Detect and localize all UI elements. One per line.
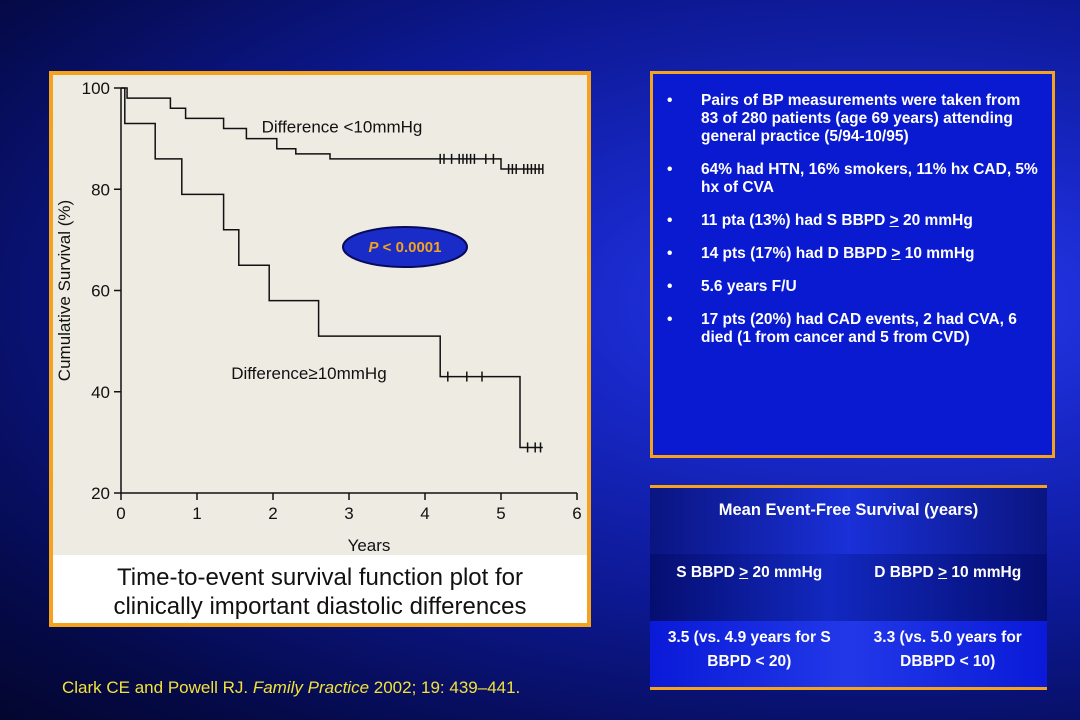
bullet-text: Pairs of BP measurements were taken from…	[701, 92, 1021, 145]
x-tick-label: 0	[116, 504, 125, 523]
x-axis-label: Years	[348, 536, 391, 555]
bullet-text: 5.6 years F/U	[701, 278, 797, 295]
bullet-item: • 17 pts (20%) had CAD events, 2 had CVA,…	[667, 311, 1038, 347]
event-free-survival-table: Mean Event-Free Survival (years) S BBPD …	[650, 485, 1047, 690]
bullet-icon: •	[667, 161, 673, 178]
bullet-item: • 64% had HTN, 16% smokers, 11% hx CAD, 5…	[667, 161, 1038, 197]
y-tick-label: 80	[91, 180, 110, 199]
p-value-badge	[342, 226, 468, 268]
study-info-box: • Pairs of BP measurements were taken fro…	[650, 71, 1055, 458]
bullet-item: • 5.6 years F/U	[667, 278, 1038, 296]
table-value-row: 3.5 (vs. 4.9 years for S BBPD < 20) 3.3 …	[650, 621, 1047, 690]
p-symbol: P	[369, 239, 380, 256]
bullet-list: • Pairs of BP measurements were taken fro…	[653, 74, 1052, 347]
table-value-cell: 3.3 (vs. 5.0 years for DBBPD < 10)	[873, 629, 1022, 670]
p-value-text: < 0.0001	[379, 239, 442, 256]
bullet-icon: •	[667, 278, 673, 295]
x-tick-label: 2	[268, 504, 277, 523]
citation-details: 2002; 19: 439–441.	[369, 678, 521, 697]
series-label: Difference≥10mmHg	[231, 364, 386, 383]
citation-authors: Clark CE and Powell RJ.	[62, 678, 253, 697]
caption-line-1: Time-to-event survival function plot for	[117, 564, 523, 591]
y-tick-label: 100	[82, 79, 110, 98]
x-tick-label: 6	[572, 504, 581, 523]
y-tick-label: 40	[91, 383, 110, 402]
bullet-icon: •	[667, 311, 673, 328]
x-tick-label: 4	[420, 504, 429, 523]
y-axis-label: Cumulative Survival (%)	[55, 200, 74, 381]
x-tick-label: 1	[192, 504, 201, 523]
citation: Clark CE and Powell RJ. Family Practice …	[62, 678, 520, 698]
y-tick-label: 20	[91, 484, 110, 503]
plot-background	[53, 75, 587, 555]
bullet-item: • 14 pts (17%) had D BBPD > 10 mmHg	[667, 245, 1038, 263]
p-value-label: P < 0.0001	[369, 239, 442, 256]
bullet-icon: •	[667, 245, 673, 262]
bullet-text: 14 pts (17%) had D BBPD > 10 mmHg	[701, 245, 975, 262]
x-tick-label: 5	[496, 504, 505, 523]
survival-chart: 0 1 2 3 4 5 6 20 40 60 80 100 Years Cumulative Surviv…	[55, 79, 582, 555]
citation-journal: Family Practice	[252, 678, 370, 697]
table-value-cell: 3.5 (vs. 4.9 years for S BBPD < 20)	[667, 629, 831, 670]
series-line	[121, 87, 543, 170]
table-header-cell: S BBPD > 20 mmHg	[676, 564, 823, 581]
bullet-item: • 11 pta (13%) had S BBPD > 20 mmHg	[667, 212, 1038, 230]
series-line	[121, 87, 543, 449]
x-tick-label: 3	[344, 504, 353, 523]
table-header-cell: D BBPD > 10 mmHg	[874, 564, 1022, 581]
bullet-item: • Pairs of BP measurements were taken fro…	[667, 92, 1038, 146]
table-header-row: S BBPD > 20 mmHg D BBPD > 10 mmHg	[650, 554, 1047, 621]
table-title: Mean Event-Free Survival (years)	[650, 485, 1047, 557]
caption-line-2: clinically important diastolic differenc…	[113, 593, 527, 620]
y-tick-label: 60	[91, 282, 110, 301]
chart-panel: 0 1 2 3 4 5 6 20 40 60 80 100 Years Cumulative Surviv…	[49, 71, 591, 627]
bullet-text: 11 pta (13%) had S BBPD > 20 mmHg	[701, 212, 973, 229]
series-label: Difference <10mmHg	[262, 118, 423, 137]
chart-caption: Time-to-event survival function plot for…	[53, 563, 587, 621]
bullet-text: 64% had HTN, 16% smokers, 11% hx CAD, 5%…	[701, 161, 1038, 196]
bullet-text: 17 pts (20%) had CAD events, 2 had CVA, …	[701, 311, 1017, 346]
bullet-icon: •	[667, 92, 673, 109]
bullet-icon: •	[667, 212, 673, 229]
